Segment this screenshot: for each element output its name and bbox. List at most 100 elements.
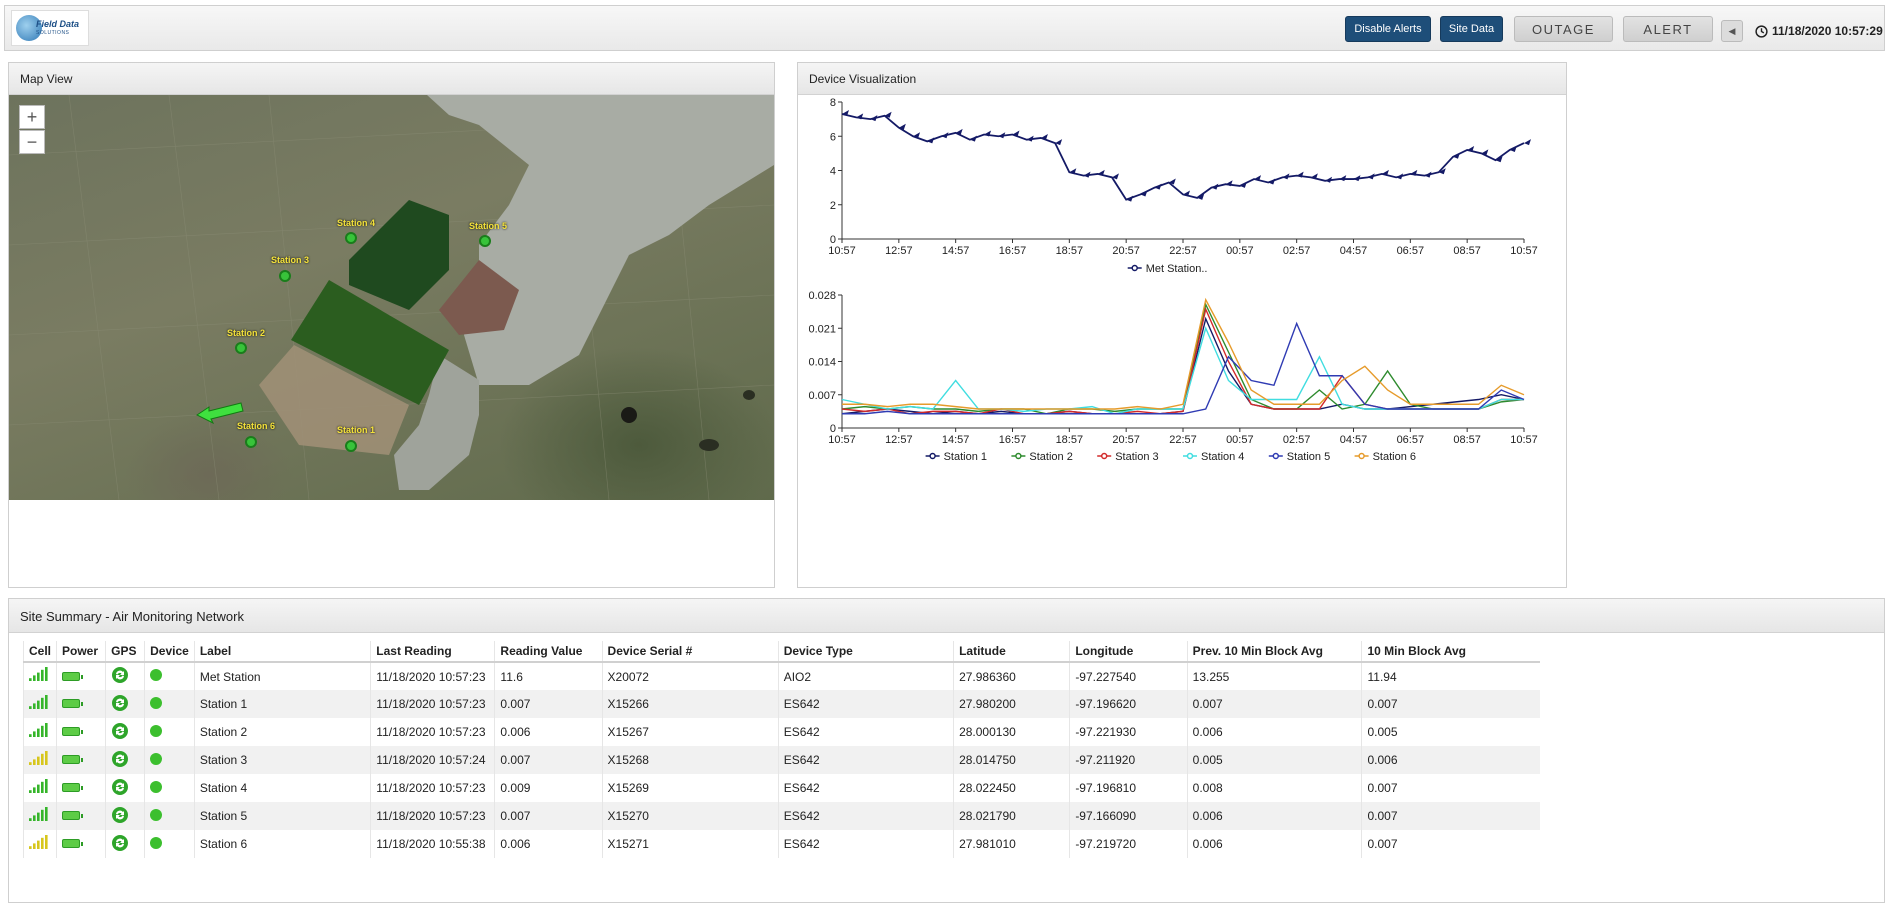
row-reading-value: 0.009: [494, 774, 603, 802]
wind-barb-point: [1239, 181, 1247, 188]
row-label[interactable]: Station 2: [193, 718, 371, 746]
station-5-marker[interactable]: [479, 235, 491, 247]
row-prev-block-avg: 0.008: [1186, 774, 1362, 802]
zoom-out-button[interactable]: −: [19, 130, 45, 154]
table-row[interactable]: Station 6 11/18/2020 10:55:38 0.006 X15271 E…: [22, 830, 1540, 858]
station-4-marker[interactable]: [345, 232, 357, 244]
series-line-4[interactable]: [841, 326, 1524, 415]
row-label[interactable]: Station 3: [193, 746, 371, 774]
row-block-avg: 0.005: [1361, 718, 1540, 746]
col-reading-value[interactable]: Reading Value: [494, 641, 603, 663]
row-block-avg: 0.007: [1361, 802, 1540, 830]
company-logo[interactable]: Field Data SOLUTIONS: [11, 10, 89, 46]
table-row[interactable]: Met Station 11/18/2020 10:57:23 11.6 X20072…: [22, 662, 1540, 690]
series-line-2[interactable]: [841, 302, 1525, 415]
wind-barb-point: [1495, 156, 1503, 163]
legend-label[interactable]: Station 3: [1115, 451, 1158, 463]
col-device-serial[interactable]: Device Serial #: [601, 641, 779, 663]
battery-icon: [56, 802, 106, 830]
row-label[interactable]: Met Station: [193, 662, 371, 690]
cell-signal-icon: [22, 830, 57, 858]
wind-barb-point: [1097, 169, 1105, 176]
series-line-3[interactable]: [841, 306, 1524, 415]
wind-barb-point: [1154, 183, 1162, 190]
wind-direction-arrow: [196, 402, 244, 425]
x-tick-label: 14:57: [942, 245, 970, 257]
device-status-icon: [144, 662, 195, 690]
row-label[interactable]: Station 5: [193, 802, 371, 830]
col-prev-block-avg[interactable]: Prev. 10 Min Block Avg: [1186, 641, 1362, 663]
row-label[interactable]: Station 1: [193, 690, 371, 718]
x-tick-label: 12:57: [885, 434, 913, 446]
x-tick-label: 04:57: [1340, 434, 1368, 446]
col-device[interactable]: Device: [144, 641, 195, 663]
zoom-in-button[interactable]: +: [19, 105, 45, 129]
col-block-avg[interactable]: 10 Min Block Avg: [1361, 641, 1540, 663]
wind-barb-point: [998, 132, 1006, 139]
col-last-reading[interactable]: Last Reading: [370, 641, 495, 663]
x-tick-label: 00:57: [1226, 245, 1254, 257]
wind-barb-point: [1140, 190, 1148, 197]
alert-button[interactable]: ALERT: [1623, 16, 1713, 42]
col-latitude[interactable]: Latitude: [953, 641, 1070, 663]
outage-button[interactable]: OUTAGE: [1514, 16, 1613, 42]
y-tick-label: 6: [830, 131, 836, 143]
top-bar: Field Data SOLUTIONS Disable Alerts Site…: [4, 5, 1885, 51]
row-block-avg: 0.007: [1361, 830, 1540, 858]
legend-label[interactable]: Station 1: [944, 451, 987, 463]
row-label[interactable]: Station 6: [193, 830, 371, 858]
station-3-marker[interactable]: [279, 270, 291, 282]
station-2-marker[interactable]: [235, 342, 247, 354]
cell-signal-icon: [22, 690, 57, 718]
row-device-serial: X15270: [601, 802, 779, 830]
col-label[interactable]: Label: [193, 641, 371, 663]
col-longitude[interactable]: Longitude: [1069, 641, 1188, 663]
row-device-serial: X15271: [601, 830, 779, 858]
map-panel-title: Map View: [9, 63, 774, 95]
table-row[interactable]: Station 1 11/18/2020 10:57:23 0.007 X15266 E…: [22, 690, 1540, 718]
legend-label[interactable]: Station 5: [1287, 451, 1330, 463]
legend-swatch-marker: [1186, 452, 1194, 460]
legend-label[interactable]: Station 4: [1201, 451, 1244, 463]
station-1-marker[interactable]: [345, 440, 357, 452]
series-line-1[interactable]: [841, 113, 1525, 201]
col-cell[interactable]: Cell: [22, 641, 57, 663]
station-6-marker[interactable]: [245, 436, 257, 448]
device-visualization-title: Device Visualization: [798, 63, 1566, 95]
series-line-6[interactable]: [842, 297, 1525, 410]
legend-label[interactable]: Met Station..: [1146, 263, 1208, 275]
site-summary-title: Site Summary - Air Monitoring Network: [9, 599, 1884, 633]
station-readings-chart[interactable]: 0 0.007 0.014 0.021 0.028 10:57 12:57 14:57 16:5…: [798, 285, 1566, 585]
col-device-type[interactable]: Device Type: [777, 641, 954, 663]
row-longitude: -97.166090: [1069, 802, 1188, 830]
x-tick-label: 10:57: [1510, 434, 1538, 446]
row-device-serial: X15268: [601, 746, 779, 774]
site-summary-table: Cell Power GPS Device Label Last Reading…: [22, 641, 1540, 858]
disable-alerts-button[interactable]: Disable Alerts: [1345, 16, 1431, 42]
row-prev-block-avg: 0.007: [1186, 690, 1362, 718]
collapse-left-icon[interactable]: ◀: [1721, 20, 1743, 42]
row-label[interactable]: Station 4: [193, 774, 371, 802]
x-tick-label: 12:57: [885, 245, 913, 257]
x-tick-label: 08:57: [1453, 245, 1481, 257]
table-row[interactable]: Station 5 11/18/2020 10:57:23 0.007 X15270 E…: [22, 802, 1540, 830]
met-station-chart[interactable]: 0 2 4 6 8 10:57 12:57 14:57 16:57 18:57 20:57 22:57…: [798, 95, 1566, 285]
series-line-5[interactable]: [842, 321, 1525, 415]
row-device-serial: X15269: [601, 774, 779, 802]
wind-barb-point: [1381, 169, 1389, 176]
site-data-button[interactable]: Site Data: [1440, 16, 1503, 42]
col-gps[interactable]: GPS: [105, 641, 145, 663]
x-tick-label: 02:57: [1283, 434, 1311, 446]
table-row[interactable]: Station 3 11/18/2020 10:57:24 0.007 X15268 E…: [22, 746, 1540, 774]
wind-barb-point: [941, 132, 949, 139]
series-line-1[interactable]: [841, 316, 1525, 415]
legend-label[interactable]: Station 2: [1029, 451, 1072, 463]
gps-refresh-icon: [105, 746, 145, 774]
table-row[interactable]: Station 2 11/18/2020 10:57:23 0.006 X15267 E…: [22, 718, 1540, 746]
satellite-map[interactable]: + − Station 4 Station 5 Station 3 Statio…: [9, 95, 774, 500]
legend-label[interactable]: Station 6: [1373, 451, 1416, 463]
wind-barb-point: [969, 135, 977, 142]
legend-swatch-marker: [929, 452, 936, 460]
col-power[interactable]: Power: [56, 641, 106, 663]
table-row[interactable]: Station 4 11/18/2020 10:57:23 0.009 X15269 E…: [22, 774, 1540, 802]
